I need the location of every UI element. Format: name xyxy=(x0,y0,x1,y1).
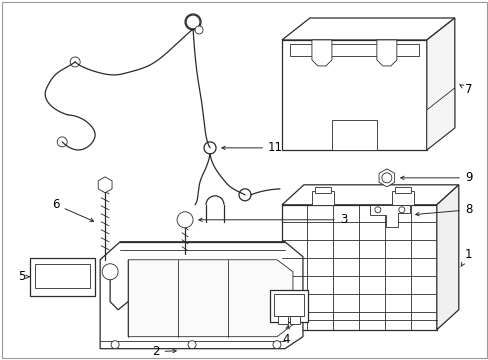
Circle shape xyxy=(381,173,391,183)
Bar xyxy=(282,205,436,330)
Text: 1: 1 xyxy=(460,248,471,266)
Bar xyxy=(35,264,90,288)
Polygon shape xyxy=(331,120,376,150)
Text: 8: 8 xyxy=(415,203,471,216)
Polygon shape xyxy=(311,40,331,66)
Bar xyxy=(282,40,426,150)
Text: 4: 4 xyxy=(282,325,289,346)
Text: 11: 11 xyxy=(222,141,283,154)
Polygon shape xyxy=(100,242,303,349)
Bar xyxy=(391,191,413,205)
Circle shape xyxy=(203,142,216,154)
Polygon shape xyxy=(282,18,454,40)
Circle shape xyxy=(239,189,250,201)
Text: 2: 2 xyxy=(152,345,176,358)
Polygon shape xyxy=(426,18,454,150)
Polygon shape xyxy=(98,177,112,193)
Circle shape xyxy=(188,341,196,349)
Polygon shape xyxy=(376,40,396,66)
Text: 9: 9 xyxy=(400,171,471,184)
Polygon shape xyxy=(369,205,409,227)
Circle shape xyxy=(177,212,193,228)
Circle shape xyxy=(102,264,118,280)
Circle shape xyxy=(195,26,203,34)
Circle shape xyxy=(185,15,200,29)
Text: 5: 5 xyxy=(18,270,29,283)
Bar xyxy=(273,294,304,316)
Bar xyxy=(311,191,333,205)
Text: 7: 7 xyxy=(459,84,471,96)
Text: 6: 6 xyxy=(52,198,93,221)
Bar xyxy=(314,187,330,193)
Polygon shape xyxy=(378,169,394,187)
Bar xyxy=(269,290,307,322)
Circle shape xyxy=(100,180,110,190)
Polygon shape xyxy=(282,185,458,205)
Circle shape xyxy=(184,14,201,30)
Bar xyxy=(394,187,410,193)
Circle shape xyxy=(272,341,281,349)
Circle shape xyxy=(111,341,119,349)
Circle shape xyxy=(57,137,67,147)
Bar xyxy=(30,258,95,296)
Circle shape xyxy=(374,207,380,213)
Bar xyxy=(289,316,299,324)
Circle shape xyxy=(70,57,80,67)
Bar xyxy=(289,44,418,56)
Bar xyxy=(277,316,287,324)
Circle shape xyxy=(398,207,404,213)
Polygon shape xyxy=(426,88,454,150)
Text: 3: 3 xyxy=(199,213,346,226)
Polygon shape xyxy=(128,260,292,337)
Polygon shape xyxy=(436,185,458,330)
